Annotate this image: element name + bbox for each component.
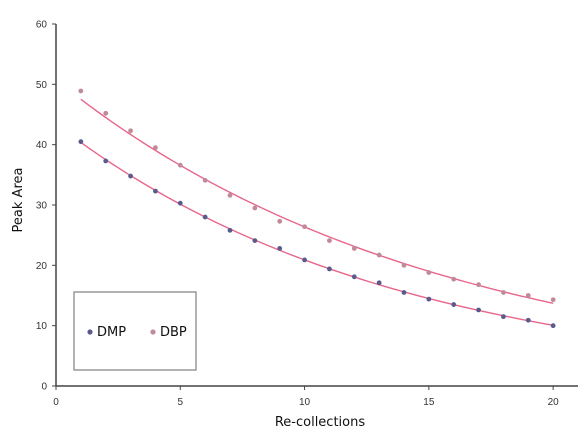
y-tick-label: 40 [36, 140, 48, 151]
trendline-dmp [80, 141, 554, 326]
x-tick-label: 0 [53, 397, 59, 408]
legend-label-dmp: DMP [97, 325, 126, 340]
data-point-dmp [451, 302, 457, 307]
data-point-dmp [128, 173, 133, 179]
x-tick-label: 10 [299, 397, 311, 408]
legend-marker-dbp [150, 329, 156, 335]
data-point-dbp [476, 282, 481, 288]
y-tick-label: 30 [36, 201, 48, 212]
data-point-dmp [202, 214, 208, 220]
data-point-dmp [525, 317, 531, 323]
data-point-dmp [476, 307, 481, 313]
x-axis: 0 5 10 15 20 [53, 385, 578, 408]
x-tick-label: 20 [548, 397, 560, 408]
data-point-dbp [426, 270, 432, 275]
data-point-dbp [401, 262, 407, 268]
data-point-dmp [153, 188, 158, 194]
data-point-dbp [327, 238, 332, 243]
data-point-dmp [550, 323, 556, 329]
y-tick-label: 10 [36, 321, 48, 332]
legend-box [73, 291, 197, 371]
data-point-dbp [501, 290, 506, 295]
data-point-dbp [550, 297, 556, 303]
data-point-dbp [78, 88, 84, 94]
y-tick-label: 60 [36, 20, 48, 31]
data-point-dmp [78, 139, 84, 145]
data-point-dmp [277, 246, 283, 251]
x-axis-title: Re-collections [275, 415, 366, 430]
data-points [78, 88, 556, 329]
data-point-dmp [426, 296, 432, 302]
y-axis: 0 10 20 30 40 50 60 [36, 20, 57, 393]
data-point-dmp [227, 227, 233, 233]
data-point-dbp [525, 293, 531, 298]
legend-label-dbp: DBP [160, 325, 187, 340]
data-point-dbp [451, 276, 457, 282]
y-axis-title: Peak Area [11, 168, 26, 233]
y-tick-label: 20 [36, 261, 48, 272]
data-point-dmp [351, 274, 357, 280]
trendline-dbp [80, 98, 554, 304]
data-point-dmp [501, 314, 506, 320]
data-point-dmp [302, 257, 307, 263]
data-point-dbp [351, 246, 357, 251]
data-point-dbp [103, 110, 109, 116]
trendlines [80, 98, 554, 326]
x-tick-label: 15 [423, 397, 435, 408]
data-point-dbp [302, 224, 307, 230]
data-point-dmp [376, 280, 382, 286]
data-point-dbp [376, 252, 382, 258]
data-point-dmp [401, 290, 407, 295]
data-point-dbp [227, 192, 233, 198]
data-point-dmp [177, 200, 183, 206]
data-point-dmp [252, 238, 258, 243]
data-point-dbp [128, 128, 133, 134]
data-point-dbp [252, 205, 258, 211]
data-point-dbp [277, 218, 283, 224]
data-point-dbp [177, 162, 183, 168]
data-point-dmp [103, 158, 109, 164]
data-point-dmp [327, 266, 332, 272]
data-point-dbp [202, 177, 208, 183]
y-tick-label: 0 [41, 382, 47, 393]
data-point-dbp [153, 145, 158, 151]
legend: DMP DBP [73, 291, 197, 371]
legend-marker-dmp [87, 329, 93, 335]
y-tick-label: 50 [36, 80, 48, 91]
x-tick-label: 5 [178, 397, 184, 408]
